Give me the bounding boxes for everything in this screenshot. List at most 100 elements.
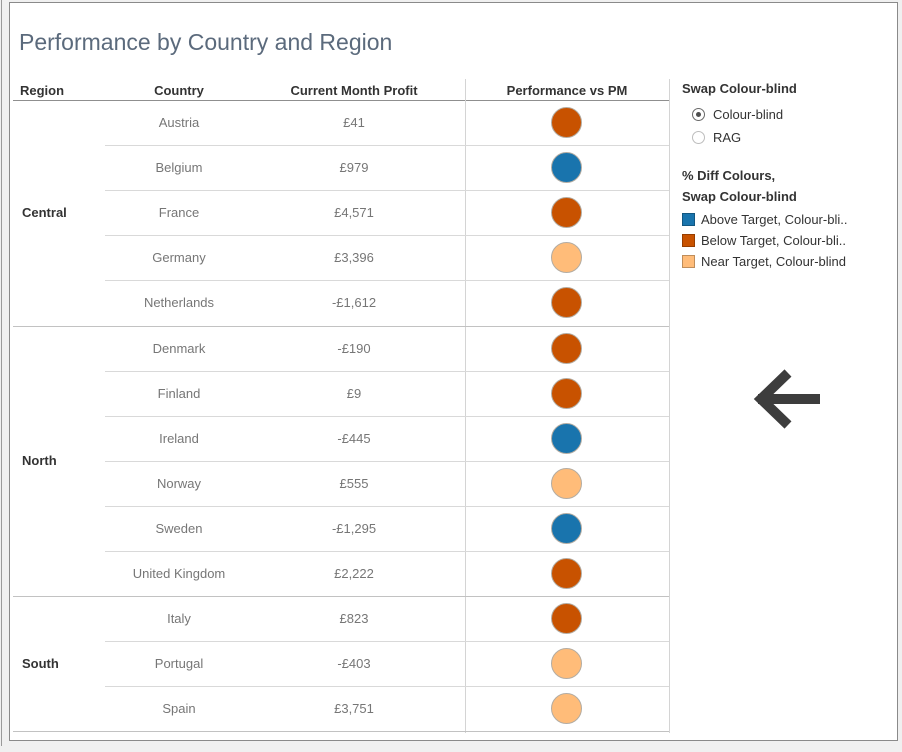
table-row: Ireland -£445	[10, 416, 670, 461]
performance-mark-below-target[interactable]	[551, 332, 582, 364]
legend-item[interactable]: Below Target, Colour-bli..	[682, 230, 900, 251]
performance-mark-below-target[interactable]	[551, 377, 582, 409]
profit-cell[interactable]: £555	[339, 475, 369, 491]
table-row: France £4,571	[10, 190, 670, 235]
country-cell[interactable]: Portugal	[154, 656, 204, 672]
column-header-performance: Performance vs PM	[506, 83, 628, 98]
profit-cell[interactable]: -£1,612	[331, 295, 377, 311]
legend-swatch-icon	[682, 213, 695, 226]
dashboard-panel: Performance by Country and Region Region…	[9, 2, 898, 741]
country-cell[interactable]: Austria	[158, 115, 200, 130]
radio-option-rag[interactable]: RAG	[692, 126, 900, 149]
table-row: Finland £9	[10, 371, 670, 416]
profit-cell[interactable]: -£190	[337, 340, 371, 356]
row-separator	[105, 505, 669, 507]
table-row: Belgium £979	[10, 145, 670, 190]
country-cell[interactable]: Sweden	[155, 520, 203, 536]
radio-label: Colour-blind	[713, 107, 784, 122]
performance-column-left-border	[465, 79, 466, 733]
region-boundary-line	[13, 731, 669, 733]
legend-title-line2: Swap Colour-blind	[682, 189, 797, 204]
country-cell[interactable]: France	[158, 205, 200, 221]
radio-label: RAG	[713, 130, 742, 145]
country-cell[interactable]: Germany	[152, 250, 206, 266]
column-header-region: Region	[20, 83, 65, 98]
performance-mark-near-target[interactable]	[551, 467, 582, 499]
profit-cell[interactable]: -£445	[337, 430, 371, 446]
performance-mark-above-target[interactable]	[551, 152, 582, 184]
table-row: Germany £3,396	[10, 235, 670, 280]
table-row: Spain £3,751	[10, 686, 670, 731]
profit-cell[interactable]: £2,222	[334, 566, 374, 581]
region-boundary-line	[13, 596, 669, 598]
radio-selected-icon[interactable]	[692, 108, 705, 121]
legend-item-label: Below Target, Colour-bli..	[701, 233, 846, 248]
country-cell[interactable]: United Kingdom	[132, 566, 226, 581]
performance-mark-above-target[interactable]	[551, 512, 582, 544]
country-cell[interactable]: Spain	[162, 701, 196, 717]
performance-mark-below-target[interactable]	[551, 287, 582, 319]
table-row: Norway £555	[10, 461, 670, 506]
country-cell[interactable]: Denmark	[152, 340, 206, 356]
profit-cell[interactable]: £823	[339, 611, 369, 627]
country-cell[interactable]: Italy	[167, 611, 191, 627]
performance-column-right-border	[669, 79, 670, 733]
radio-option-colour-blind[interactable]: Colour-blind	[692, 103, 900, 126]
region-label-north[interactable]: North	[22, 453, 57, 469]
country-cell[interactable]: Finland	[157, 385, 201, 401]
table-row: Denmark -£190	[10, 326, 670, 371]
country-cell[interactable]: Belgium	[155, 160, 203, 176]
country-cell[interactable]: Ireland	[159, 430, 199, 446]
header-underline	[13, 100, 669, 101]
country-cell[interactable]: Netherlands	[143, 295, 215, 311]
performance-mark-below-target[interactable]	[551, 558, 582, 589]
performance-mark-below-target[interactable]	[551, 603, 582, 635]
profit-cell[interactable]: £3,751	[334, 701, 374, 717]
table-row: Netherlands -£1,612	[10, 280, 670, 325]
region-label-central[interactable]: Central	[22, 205, 67, 221]
row-separator	[105, 460, 669, 462]
row-separator	[105, 235, 669, 237]
control-panel: Swap Colour-blind Colour-blind RAG % Diff…	[682, 81, 900, 272]
parameter-title: Swap Colour-blind	[682, 81, 797, 96]
performance-mark-below-target[interactable]	[551, 197, 582, 229]
row-separator	[105, 280, 669, 282]
row-separator	[105, 551, 669, 552]
profit-cell[interactable]: £4,571	[334, 205, 374, 221]
row-separator	[105, 145, 669, 147]
performance-mark-near-target[interactable]	[551, 693, 582, 725]
performance-mark-above-target[interactable]	[551, 422, 582, 454]
table-row: Portugal -£403	[10, 641, 670, 686]
row-separator	[105, 686, 669, 688]
table-row: Sweden -£1,295	[10, 506, 670, 551]
legend-item-label: Above Target, Colour-bli..	[701, 212, 848, 227]
legend-item[interactable]: Near Target, Colour-blind	[682, 251, 900, 272]
region-boundary-line	[13, 325, 669, 327]
row-separator	[105, 641, 669, 643]
profit-cell[interactable]: £41	[343, 115, 365, 130]
column-header-country: Country	[154, 83, 204, 98]
row-separator	[105, 415, 669, 417]
table-row: Austria £41	[10, 100, 670, 145]
window-edge-divider	[1, 0, 2, 746]
row-separator	[105, 370, 669, 372]
performance-mark-near-target[interactable]	[551, 242, 582, 274]
legend-swatch-icon	[682, 255, 695, 268]
column-header-profit: Current Month Profit	[290, 83, 418, 98]
legend-item[interactable]: Above Target, Colour-bli..	[682, 209, 900, 230]
legend-swatch-icon	[682, 234, 695, 247]
profit-cell[interactable]: -£403	[337, 656, 371, 672]
performance-mark-near-target[interactable]	[551, 648, 582, 680]
legend: % Diff Colours, Swap Colour-blind Above …	[682, 165, 900, 272]
country-cell[interactable]: Norway	[156, 475, 202, 491]
radio-unselected-icon[interactable]	[692, 131, 705, 144]
profit-cell[interactable]: £3,396	[334, 250, 374, 266]
profit-cell[interactable]: -£1,295	[331, 520, 377, 536]
performance-mark-below-target[interactable]	[551, 107, 582, 138]
table-row: Italy £823	[10, 596, 670, 641]
profit-cell[interactable]: £9	[346, 385, 362, 401]
profit-cell[interactable]: £979	[339, 160, 369, 176]
region-label-south[interactable]: South	[22, 656, 59, 672]
legend-item-label: Near Target, Colour-blind	[701, 254, 846, 269]
